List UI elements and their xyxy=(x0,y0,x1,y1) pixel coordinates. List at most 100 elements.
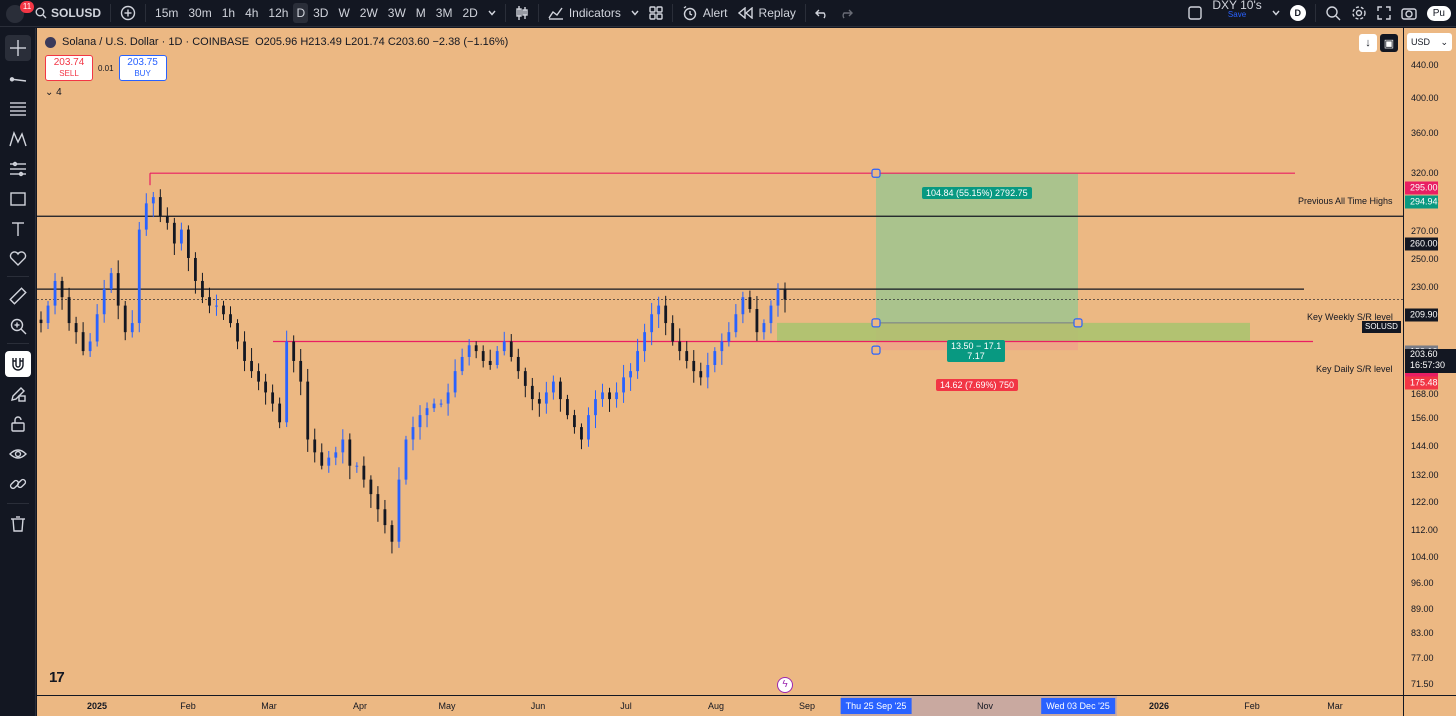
candle-body xyxy=(397,479,401,542)
position-handle[interactable] xyxy=(1073,318,1083,328)
undo-button[interactable] xyxy=(810,0,834,27)
position-handle[interactable] xyxy=(871,318,881,328)
divider xyxy=(7,276,29,277)
interval-dropdown[interactable] xyxy=(483,0,501,27)
time-axis[interactable]: 2025 Feb Mar Apr May Jun Jul Aug Sep Nov 2026 Feb Ma… xyxy=(37,695,1403,716)
zoom-tool[interactable] xyxy=(5,313,31,339)
settings-button[interactable] xyxy=(1346,0,1372,27)
interval-d[interactable]: D xyxy=(293,3,309,23)
indicators-button[interactable]: Indicators xyxy=(543,0,626,27)
candle-body xyxy=(594,399,597,416)
candle-body xyxy=(446,392,450,404)
text-tool[interactable] xyxy=(5,216,31,242)
price-tick: 360.00 xyxy=(1411,128,1439,138)
currency-label: USD xyxy=(1411,37,1431,47)
maximize-pane-button[interactable]: ▣ xyxy=(1380,34,1398,52)
position-handle[interactable] xyxy=(871,345,881,355)
scroll-to-latest-button[interactable]: ↓ xyxy=(1359,34,1377,52)
spread-value: 0.01 xyxy=(98,63,114,73)
candle-body xyxy=(755,309,759,333)
chevron-down-icon: ⌄ xyxy=(1440,36,1448,47)
layout-dropdown[interactable] xyxy=(1267,0,1285,27)
replay-label: Replay xyxy=(758,6,796,20)
time-tick: Mar xyxy=(1327,701,1343,711)
sell-button[interactable]: 203.74 SELL xyxy=(45,55,93,81)
interval-3w[interactable]: 3W xyxy=(387,6,406,20)
time-tick: Feb xyxy=(180,701,196,711)
pattern-tool[interactable] xyxy=(5,126,31,152)
avatar: D xyxy=(1289,5,1306,21)
symbol-search[interactable]: SOLUSD xyxy=(30,0,106,27)
fib-tool[interactable] xyxy=(5,96,31,122)
interval-30m[interactable]: 30m xyxy=(188,6,212,20)
pencil-lock-icon xyxy=(11,387,26,402)
candle-body xyxy=(236,323,239,342)
favorites-tool[interactable] xyxy=(5,246,31,272)
candle-body xyxy=(151,197,155,204)
lock-tool[interactable] xyxy=(5,411,31,437)
quick-search-button[interactable] xyxy=(1320,0,1346,27)
templates-button[interactable] xyxy=(644,0,668,27)
interval-15m[interactable]: 15m xyxy=(155,6,179,20)
interval-4h[interactable]: 4h xyxy=(245,6,259,20)
interval-3m[interactable]: 3M xyxy=(435,6,453,20)
interval-12h[interactable]: 12h xyxy=(268,6,289,20)
candle-body xyxy=(320,452,324,466)
trend-line-tool[interactable] xyxy=(5,66,31,92)
candle-body xyxy=(411,427,415,440)
candle-body xyxy=(404,439,408,480)
replay-button[interactable]: Replay xyxy=(733,0,801,27)
rectangle-icon xyxy=(10,192,26,206)
entry-tag-ratio: 7.17 xyxy=(967,351,985,361)
layout-name-button[interactable]: DXY 10's Save xyxy=(1207,0,1266,27)
hide-drawings-tool[interactable] xyxy=(5,441,31,467)
price-axis[interactable]: USD ⌄ 440.00400.00360.00320.00290.00270.… xyxy=(1403,28,1456,695)
user-avatar-button[interactable]: D xyxy=(1285,0,1311,27)
account-menu[interactable]: 11 xyxy=(0,0,34,27)
layout-toggle[interactable] xyxy=(1183,0,1207,27)
currency-selector[interactable]: USD ⌄ xyxy=(1407,33,1452,51)
candle-body xyxy=(481,351,485,361)
snapshot-button[interactable] xyxy=(1396,0,1422,27)
price-chart[interactable] xyxy=(37,28,1403,695)
compare-button[interactable] xyxy=(115,0,141,27)
interval-m[interactable]: M xyxy=(415,6,426,20)
sync-drawings-tool[interactable] xyxy=(5,471,31,497)
indicators-dropdown[interactable] xyxy=(626,0,644,27)
candle-body xyxy=(608,392,611,400)
interval-w[interactable]: W xyxy=(338,6,350,20)
link-icon xyxy=(9,478,27,490)
measure-tool[interactable] xyxy=(5,283,31,309)
fullscreen-button[interactable] xyxy=(1372,0,1396,27)
text-icon xyxy=(12,222,24,236)
magnet-tool[interactable] xyxy=(5,351,31,377)
candle-body xyxy=(432,403,436,409)
time-tick: Aug xyxy=(707,701,725,711)
tradingview-logo[interactable]: 17 xyxy=(49,669,65,686)
crosshair-tool[interactable] xyxy=(5,35,31,61)
chart-pane[interactable]: Solana / U.S. Dollar · 1D · COINBASE O20… xyxy=(37,28,1403,695)
publish-button[interactable]: Pu xyxy=(1422,0,1456,27)
candle-body xyxy=(95,314,99,342)
price-axis-label: 295.00 xyxy=(1405,181,1438,195)
interval-1h[interactable]: 1h xyxy=(221,6,236,20)
remove-drawings-tool[interactable] xyxy=(5,511,31,537)
interval-3d[interactable]: 3D xyxy=(313,6,329,20)
candle-body xyxy=(643,332,647,352)
position-handle[interactable] xyxy=(871,168,881,178)
buy-button[interactable]: 203.75 BUY xyxy=(118,55,167,81)
shapes-tool[interactable] xyxy=(5,186,31,212)
redo-button[interactable] xyxy=(834,0,858,27)
candle-body xyxy=(39,319,43,324)
interval-2w[interactable]: 2W xyxy=(359,6,378,20)
candle-body xyxy=(769,305,773,324)
indicators-toggle[interactable]: ⌄ 4 xyxy=(45,87,62,98)
alert-button[interactable]: Alert xyxy=(677,0,733,27)
lightning-icon[interactable]: ϟ xyxy=(777,677,793,693)
interval-2d[interactable]: 2D xyxy=(462,6,478,20)
lock-drawings-tool[interactable] xyxy=(5,381,31,407)
candle-body xyxy=(179,229,183,244)
chart-type-button[interactable] xyxy=(510,0,534,27)
forecast-tool[interactable] xyxy=(5,156,31,182)
